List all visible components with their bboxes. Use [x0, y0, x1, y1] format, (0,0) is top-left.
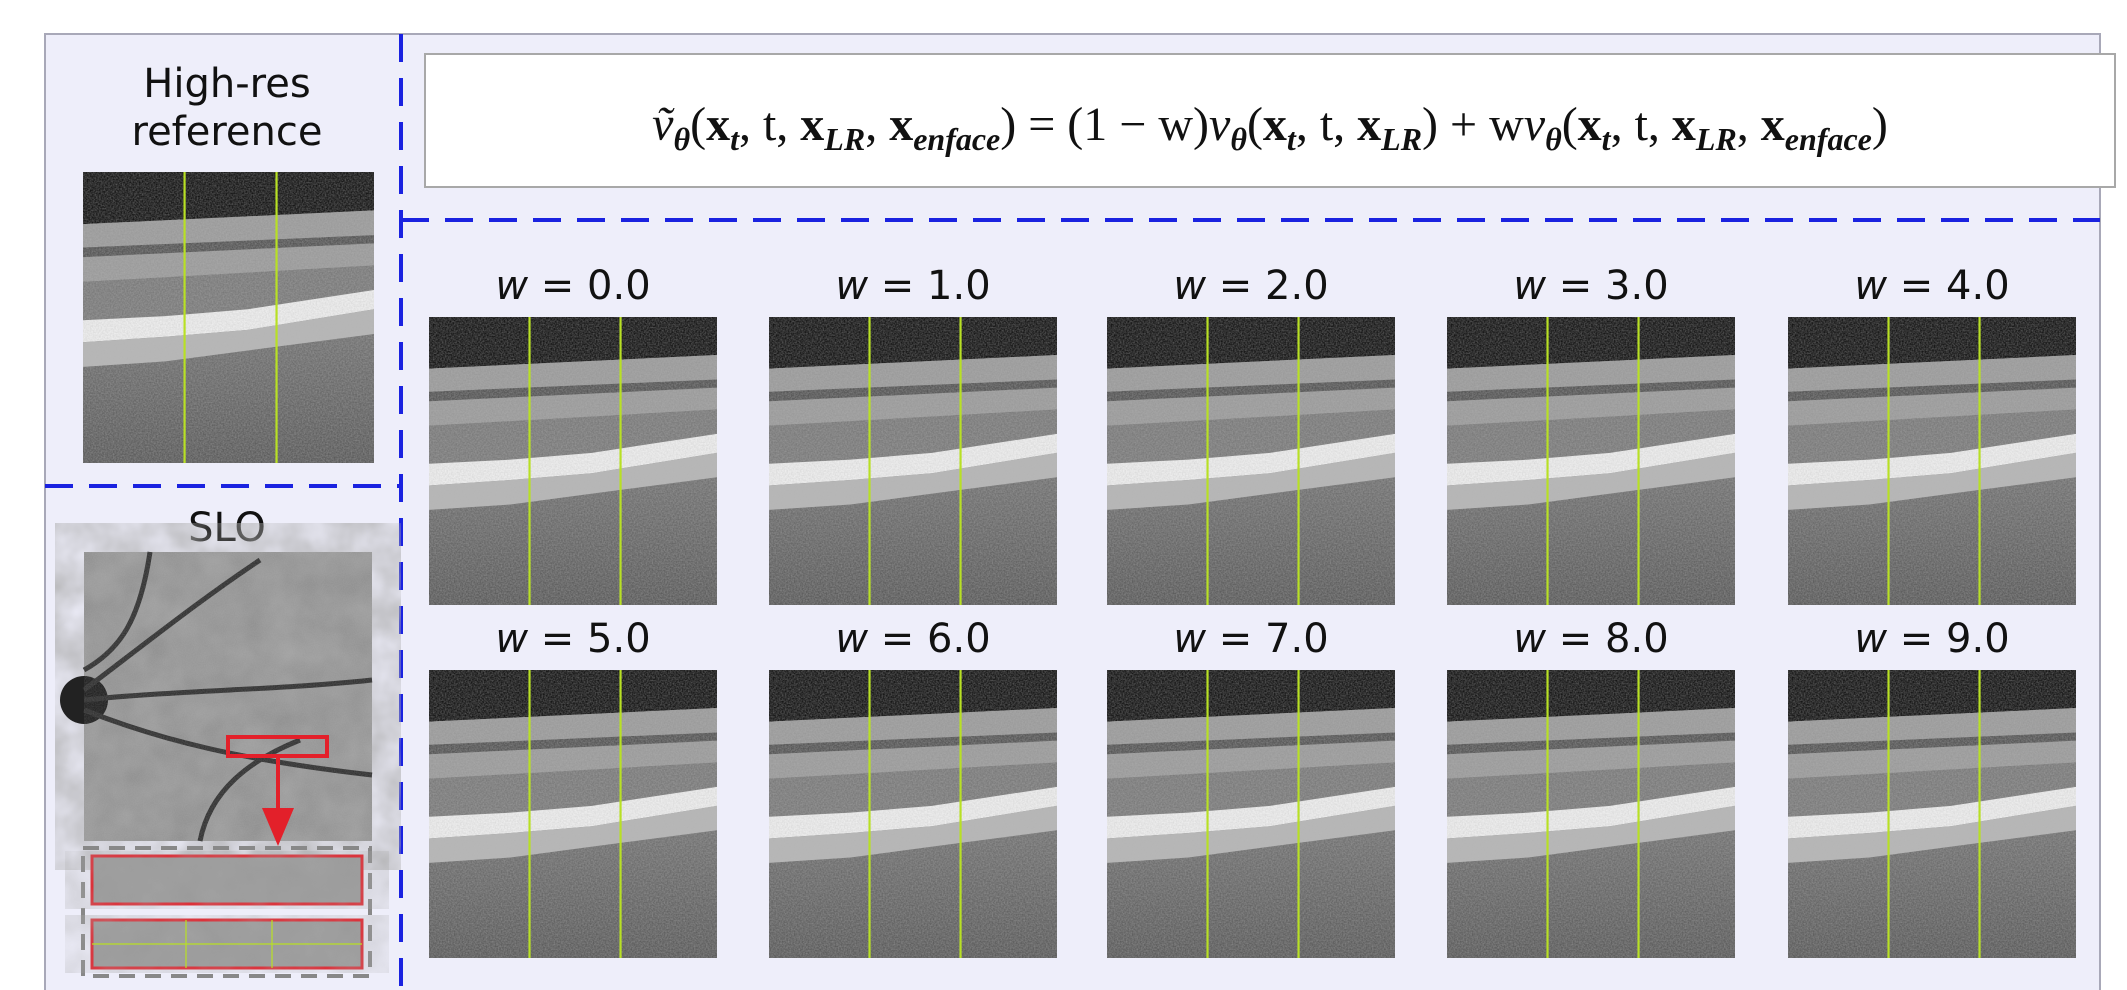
panel-value: = 1.0 — [868, 263, 991, 309]
formula-token: ṽ — [652, 98, 675, 151]
panel-variable: w — [1173, 263, 1206, 309]
formula-token: ) + w — [1422, 98, 1524, 151]
formula-subscript: θ — [673, 121, 690, 157]
formula-token: ) = (1 − w) — [1000, 98, 1209, 151]
oct-image — [1788, 670, 2076, 958]
panel-variable: w — [1513, 616, 1546, 662]
panel-label: w = 4.0 — [1854, 263, 2009, 309]
panel-label: w = 1.0 — [835, 263, 990, 309]
panel-variable: w — [495, 263, 528, 309]
oct-image — [769, 670, 1057, 958]
panel-value: = 7.0 — [1206, 616, 1329, 662]
panel-variable: w — [1854, 616, 1887, 662]
formula-token: , t, — [739, 98, 800, 151]
formula-token: ) — [1872, 98, 1888, 151]
formula-token: ( — [1562, 98, 1578, 151]
formula-subscript: LR — [1695, 121, 1737, 157]
formula-subscript: θ — [1230, 121, 1247, 157]
reference-image — [83, 172, 374, 463]
panel-label: w = 3.0 — [1513, 263, 1668, 309]
oct-image — [1447, 317, 1735, 605]
formula-subscript: θ — [1545, 121, 1562, 157]
formula-token: , t, — [1611, 98, 1672, 151]
panel-value: = 8.0 — [1546, 616, 1669, 662]
panel-label: w = 9.0 — [1854, 616, 2009, 662]
formula-token: x — [1263, 98, 1287, 151]
formula-token: x — [889, 98, 913, 151]
panel-variable: w — [1173, 616, 1206, 662]
formula-token: v — [1524, 98, 1546, 151]
panel-value: = 6.0 — [868, 616, 991, 662]
oct-image — [1107, 317, 1395, 605]
slo-image — [60, 551, 373, 842]
panel-variable: w — [495, 616, 528, 662]
panel-variable: w — [835, 263, 868, 309]
formula-token: x — [800, 98, 824, 151]
panel-variable: w — [1854, 263, 1887, 309]
formula-token: ( — [690, 98, 706, 151]
formula: ṽθ​(xt​, t, xLR​, xenface​) = (1 − w)vθ​… — [652, 98, 1888, 157]
arrow-head — [262, 808, 294, 846]
formula-subscript: t — [1602, 121, 1612, 157]
formula-token: , — [1737, 98, 1761, 151]
panel-label: w = 0.0 — [495, 263, 650, 309]
formula-box — [424, 53, 2116, 188]
title-line: High-res — [143, 61, 310, 107]
formula-token: , — [865, 98, 889, 151]
crop-frame — [81, 846, 372, 978]
enface-crop — [90, 854, 364, 970]
reference-title: High-res reference — [132, 61, 323, 155]
oct-image — [769, 317, 1057, 605]
formula-subscript: t — [730, 121, 740, 157]
formula-token: ( — [1247, 98, 1263, 151]
panel-value: = 4.0 — [1887, 263, 2010, 309]
formula-token: x — [1357, 98, 1381, 151]
formula-subscript: LR — [1380, 121, 1422, 157]
panel-value: = 0.0 — [528, 263, 651, 309]
oct-image — [429, 670, 717, 958]
formula-token: x — [1761, 98, 1785, 151]
panel-label: w = 5.0 — [495, 616, 650, 662]
panel-label: w = 8.0 — [1513, 616, 1668, 662]
panel-value: = 2.0 — [1206, 263, 1329, 309]
formula-token: v — [1209, 98, 1231, 151]
formula-subscript: enface — [1785, 121, 1872, 157]
figure-background — [44, 33, 2101, 990]
panel-label: w = 2.0 — [1173, 263, 1328, 309]
panel-label: w = 7.0 — [1173, 616, 1328, 662]
title-line: reference — [132, 109, 323, 155]
formula-token: x — [1672, 98, 1696, 151]
formula-token: , t, — [1296, 98, 1357, 151]
formula-token: x — [706, 98, 730, 151]
panel-value: = 3.0 — [1546, 263, 1669, 309]
formula-subscript: LR — [823, 121, 865, 157]
slo-title: SLO — [188, 505, 266, 551]
panel-value: = 9.0 — [1887, 616, 2010, 662]
oct-image — [1107, 670, 1395, 958]
oct-image — [1447, 670, 1735, 958]
oct-image — [1788, 317, 2076, 605]
panel-value: = 5.0 — [528, 616, 651, 662]
formula-subscript: enface — [913, 121, 1000, 157]
oct-image — [429, 317, 717, 605]
panel-variable: w — [1513, 263, 1546, 309]
panel-variable: w — [835, 616, 868, 662]
formula-token: x — [1578, 98, 1602, 151]
formula-subscript: t — [1287, 121, 1297, 157]
panel-label: w = 6.0 — [835, 616, 990, 662]
